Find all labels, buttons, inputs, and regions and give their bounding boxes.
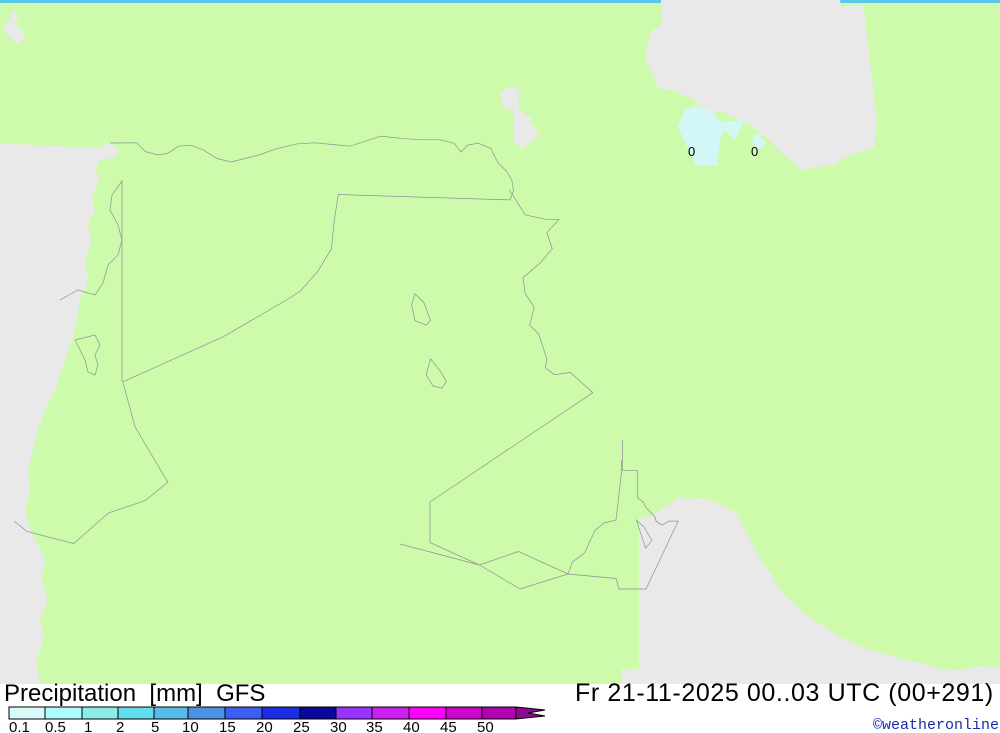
svg-text:2: 2 [116,719,124,733]
svg-text:10: 10 [182,719,199,733]
svg-text:50: 50 [477,719,494,733]
svg-text:0: 0 [751,144,758,159]
svg-text:15: 15 [219,719,236,733]
svg-text:20: 20 [256,719,273,733]
svg-text:25: 25 [293,719,310,733]
svg-text:45: 45 [440,719,457,733]
svg-text:Precipitation [mm] GFS: Precipitation [mm] GFS [4,680,265,707]
svg-text:35: 35 [366,719,383,733]
svg-text:0.1: 0.1 [9,719,30,733]
svg-text:0.5: 0.5 [45,719,66,733]
svg-text:©weatheronline.co.uk: ©weatheronline.co.uk [873,717,1000,733]
svg-text:40: 40 [403,719,420,733]
svg-text:Fr 21-11-2025 00..03 UTC (00+2: Fr 21-11-2025 00..03 UTC (00+291) [575,679,994,707]
svg-text:1: 1 [84,719,92,733]
svg-text:30: 30 [330,719,347,733]
svg-text:0: 0 [688,144,695,159]
svg-text:5: 5 [151,719,159,733]
